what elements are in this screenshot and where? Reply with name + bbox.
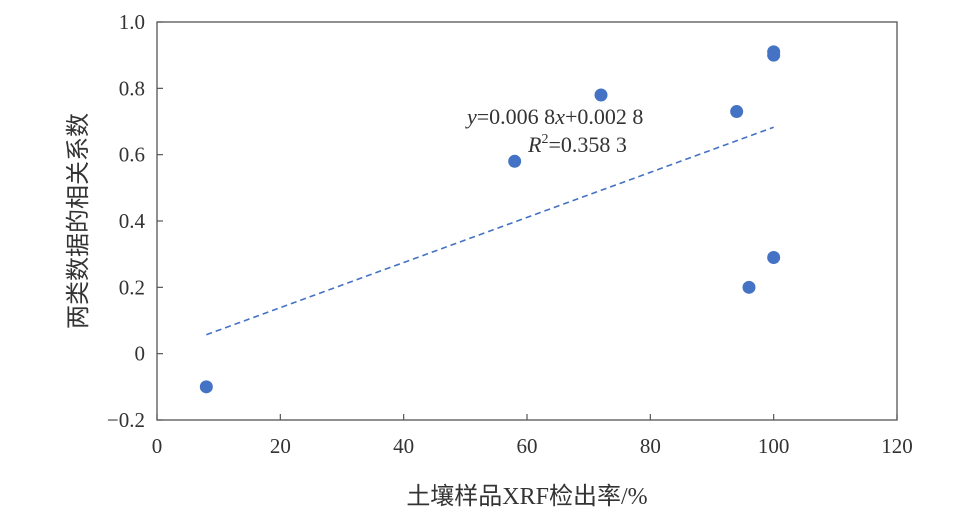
y-tick-label: 0.6	[119, 143, 145, 167]
data-point	[508, 154, 522, 168]
eq-x: x	[554, 104, 565, 129]
x-axis-title: 土壤样品XRF检出率/%	[406, 483, 647, 510]
x-tick-label: 60	[517, 434, 538, 458]
x-tick-label: 40	[393, 434, 414, 458]
eq-y: y	[465, 104, 477, 129]
trendline	[206, 126, 774, 336]
axes	[156, 21, 898, 421]
data-points	[199, 45, 781, 394]
eq-mid: =0.006 8	[477, 104, 555, 129]
data-point	[730, 105, 744, 119]
data-point	[767, 45, 781, 59]
plot-frame	[156, 21, 898, 421]
y-tick-label: −0.2	[107, 408, 145, 432]
data-point	[199, 380, 213, 394]
x-tick-label: 120	[881, 434, 913, 458]
y-tick-label: 0.8	[119, 76, 145, 100]
x-tick-label: 80	[640, 434, 661, 458]
y-tick-label: 0.2	[119, 275, 145, 299]
x-tick-label: 100	[758, 434, 790, 458]
y-tick-label: 0.4	[119, 209, 146, 233]
data-point	[767, 250, 781, 264]
data-point	[742, 280, 756, 294]
y-axis-title: 两类数据的相关系数	[65, 113, 92, 329]
x-tick-label: 0	[152, 434, 163, 458]
r-superscript: 2	[541, 132, 548, 147]
r-squared: R2=0.358 3	[527, 132, 627, 157]
trendline-equation: y=0.006 8x+0.002 8	[465, 104, 643, 129]
r-symbol: R	[527, 132, 542, 157]
tick-labels: 0 20 40 60 80 100 120 −0.2 0 0.2 0.4 0.6 0.8 1.0	[107, 10, 913, 458]
x-tick-label: 20	[270, 434, 291, 458]
data-point	[594, 88, 608, 102]
y-tick-label: 1.0	[119, 10, 145, 34]
y-tick-label: 0	[135, 342, 146, 366]
r-value: =0.358 3	[548, 132, 626, 157]
eq-end: +0.002 8	[565, 104, 643, 129]
